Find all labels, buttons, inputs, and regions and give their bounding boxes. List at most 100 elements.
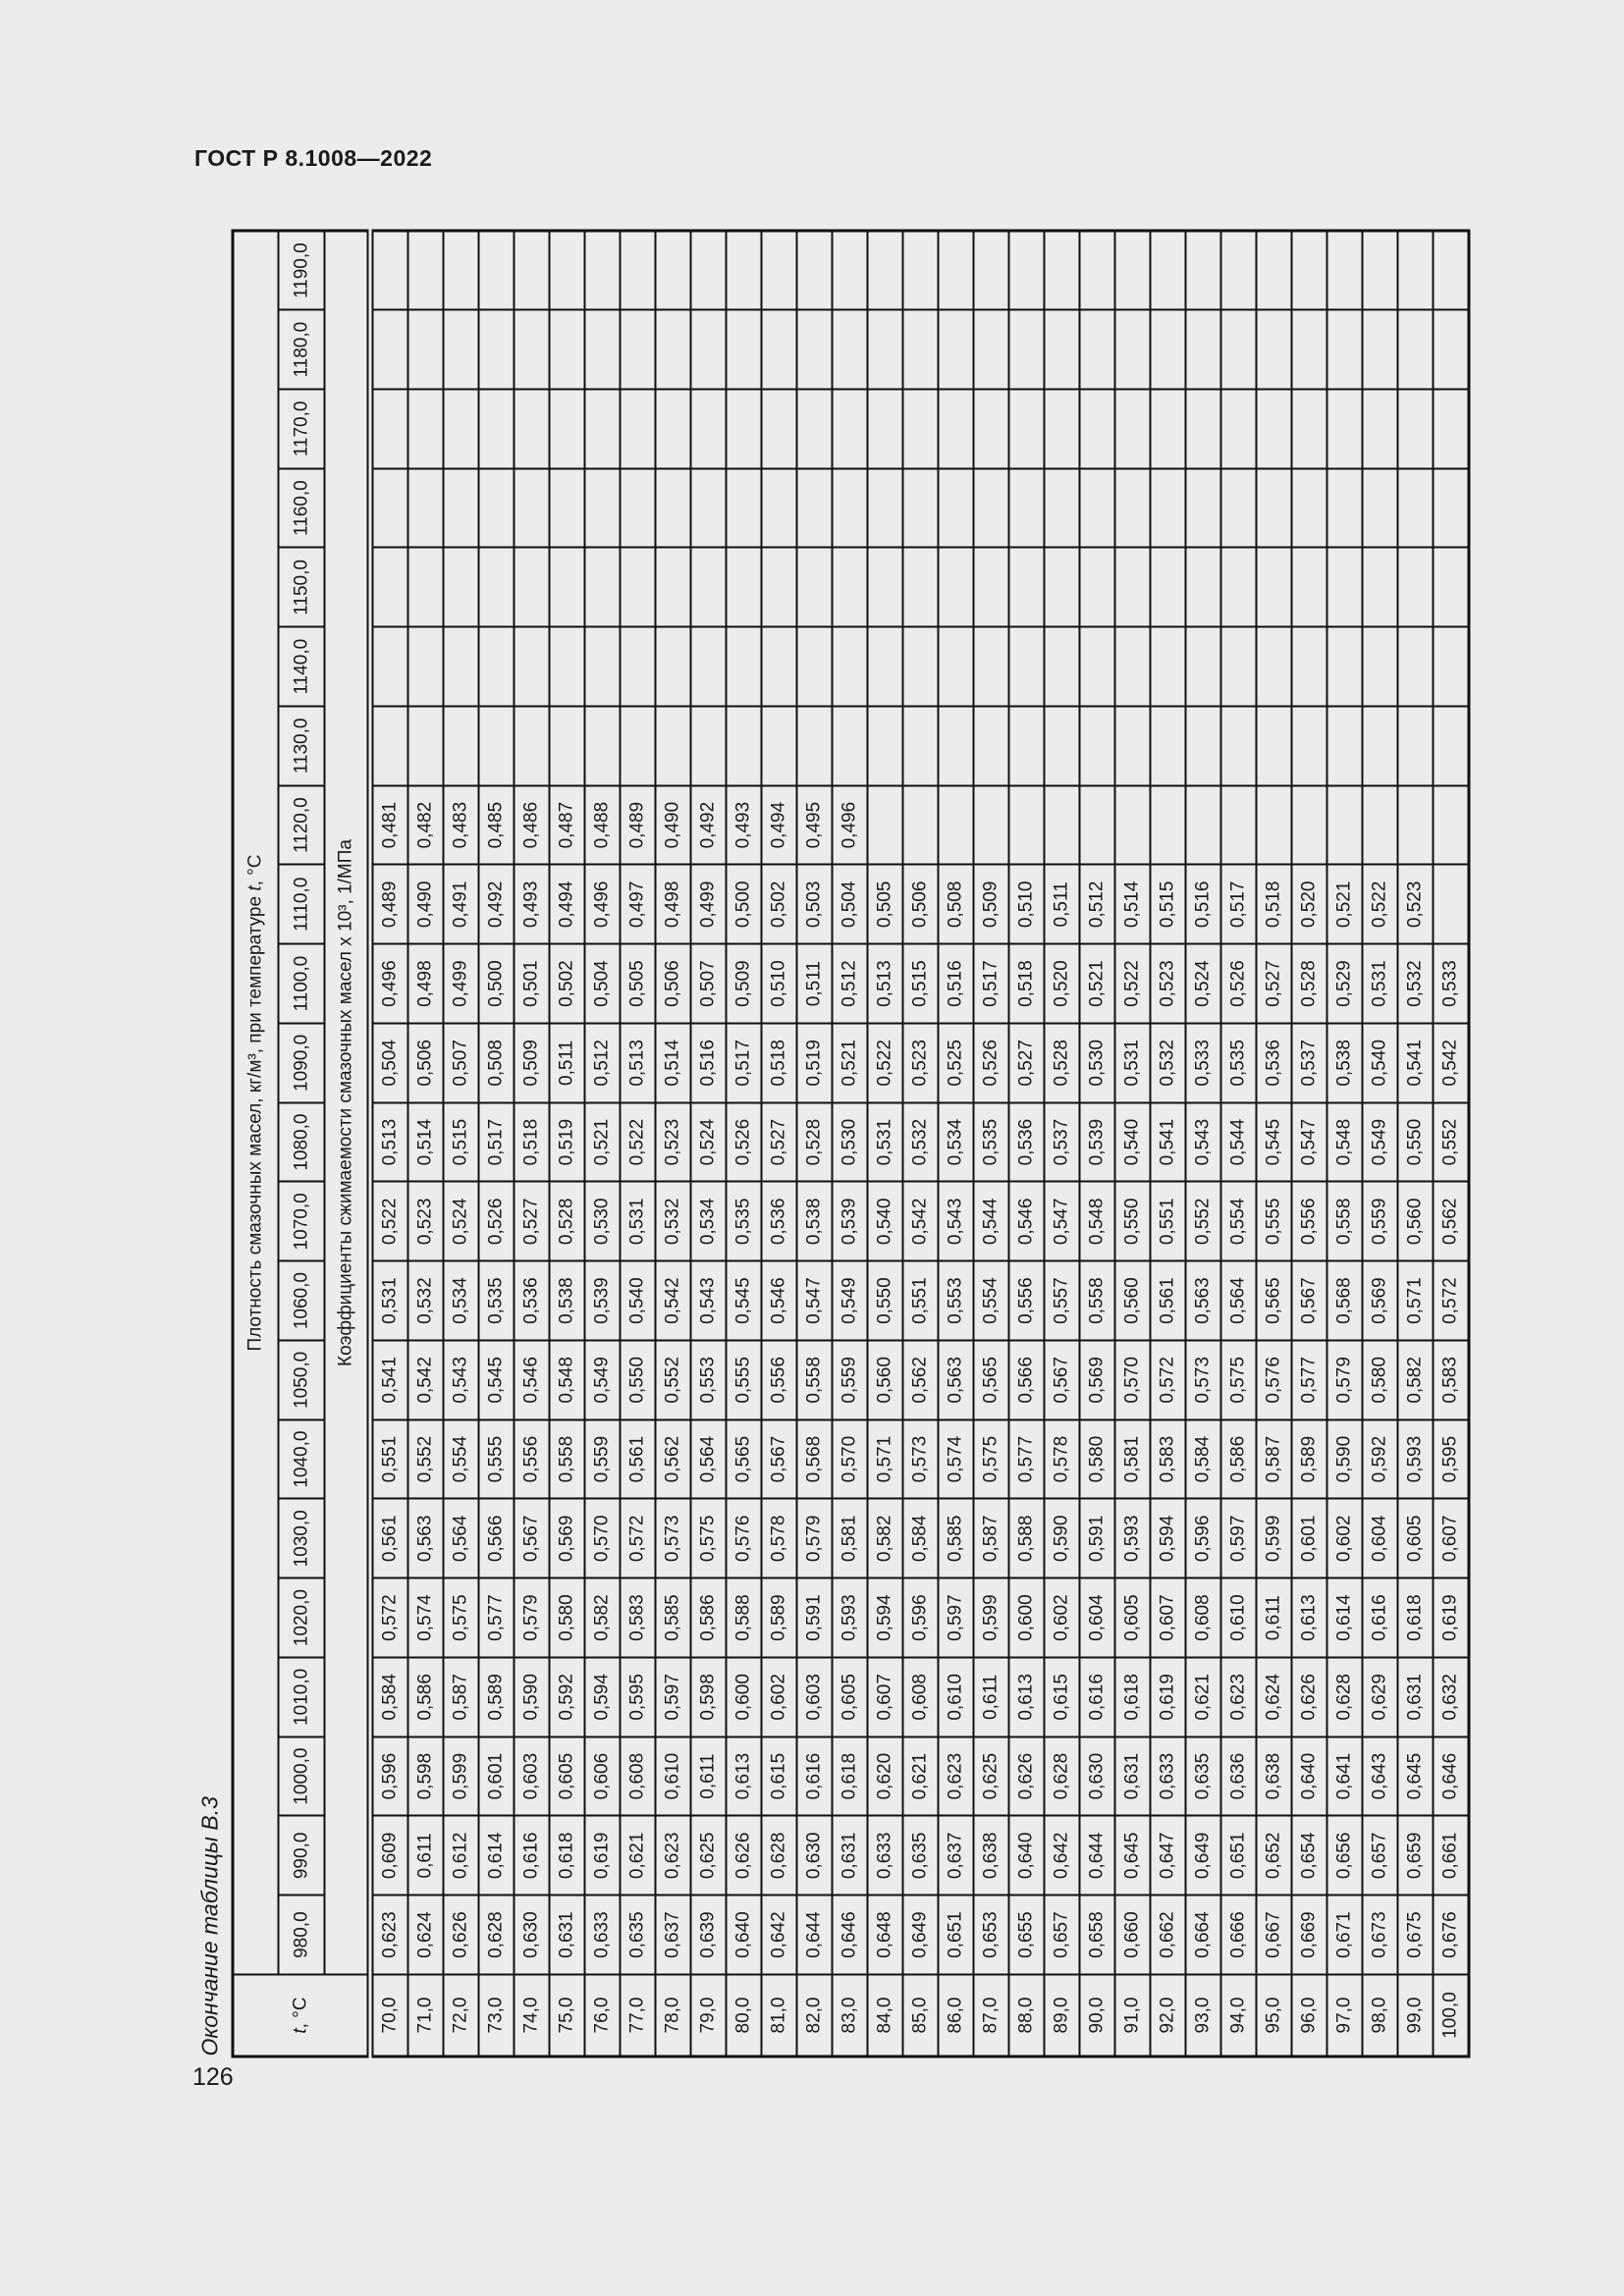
value-cell: 0,513 bbox=[370, 1102, 408, 1182]
value-cell: 0,500 bbox=[478, 943, 514, 1024]
value-cell bbox=[1362, 548, 1398, 627]
value-cell: 0,628 bbox=[478, 1895, 514, 1975]
table-row: 81,0 0,642 0,628 0,615 0,602 0,589 0,578 0,567 0… bbox=[761, 231, 797, 2056]
value-cell bbox=[938, 309, 974, 390]
value-cell: 0,633 bbox=[867, 1816, 903, 1896]
value-cell: 0,539 bbox=[1079, 1102, 1115, 1182]
value-cell bbox=[938, 468, 974, 548]
value-cell: 0,546 bbox=[1008, 1182, 1045, 1261]
value-cell: 0,530 bbox=[1079, 1023, 1115, 1103]
value-cell bbox=[549, 706, 585, 786]
value-cell: 0,517 bbox=[1220, 865, 1257, 944]
value-cell: 0,583 bbox=[1433, 1340, 1469, 1420]
value-cell bbox=[655, 389, 691, 469]
value-cell: 0,530 bbox=[584, 1182, 621, 1261]
value-cell: 0,602 bbox=[1326, 1499, 1363, 1578]
value-cell: 0,614 bbox=[478, 1816, 514, 1896]
table-header-row-title: t, °C Плотность смазочных масел, кг/м³, … bbox=[233, 231, 370, 2056]
value-cell: 0,607 bbox=[1150, 1577, 1186, 1658]
value-cell: 0,527 bbox=[1256, 943, 1292, 1024]
value-cell: 0,545 bbox=[726, 1260, 762, 1341]
value-cell: 0,523 bbox=[1150, 943, 1186, 1024]
value-cell: 0,600 bbox=[1008, 1577, 1045, 1658]
value-cell bbox=[407, 548, 444, 627]
temp-label-cell: 90,0 bbox=[1079, 1974, 1115, 2056]
value-cell bbox=[1185, 468, 1221, 548]
density-header-row: 980,0 990,0 1000,0 1010,0 1020,0 1030,0 1040,0… bbox=[278, 231, 325, 2056]
value-cell bbox=[1114, 389, 1151, 469]
density-table: t, °C Плотность смазочных масел, кг/м³, … bbox=[231, 229, 1471, 2058]
value-cell bbox=[690, 389, 727, 469]
value-cell: 0,531 bbox=[620, 1182, 656, 1261]
value-cell: 0,494 bbox=[549, 865, 585, 944]
value-cell: 0,643 bbox=[1362, 1736, 1398, 1816]
value-cell: 0,545 bbox=[1256, 1102, 1292, 1182]
value-cell bbox=[443, 548, 479, 627]
value-cell: 0,596 bbox=[902, 1577, 939, 1658]
value-cell: 0,593 bbox=[1397, 1419, 1434, 1499]
value-cell bbox=[1326, 785, 1363, 865]
value-cell: 0,565 bbox=[973, 1340, 1009, 1420]
table-row: 86,0 0,651 0,637 0,623 0,610 0,597 0,585 0,574 0… bbox=[938, 231, 974, 2056]
value-cell bbox=[443, 309, 479, 390]
value-cell: 0,649 bbox=[1185, 1816, 1221, 1896]
value-cell bbox=[796, 468, 833, 548]
density-header-cell: 1120,0 bbox=[278, 785, 325, 865]
value-cell: 0,538 bbox=[1326, 1023, 1363, 1103]
value-cell: 0,523 bbox=[902, 1023, 939, 1103]
value-cell: 0,500 bbox=[726, 865, 762, 944]
table-row: 76,0 0,633 0,619 0,606 0,594 0,582 0,570 0,559 0… bbox=[584, 231, 621, 2056]
value-cell: 0,661 bbox=[1433, 1816, 1469, 1896]
value-cell bbox=[938, 785, 974, 865]
value-cell: 0,611 bbox=[690, 1736, 727, 1816]
value-cell: 0,489 bbox=[370, 865, 408, 944]
table-row: 83,0 0,646 0,631 0,618 0,605 0,593 0,581 0,570 0… bbox=[832, 231, 868, 2056]
value-cell: 0,486 bbox=[514, 785, 550, 865]
value-cell bbox=[1256, 626, 1292, 707]
value-cell: 0,589 bbox=[761, 1577, 797, 1658]
value-cell bbox=[1079, 626, 1115, 707]
value-cell bbox=[549, 548, 585, 627]
temp-label-cell: 84,0 bbox=[867, 1974, 903, 2056]
value-cell: 0,559 bbox=[1362, 1182, 1398, 1261]
value-cell bbox=[973, 468, 1009, 548]
temp-label-cell: 100,0 bbox=[1433, 1974, 1469, 2056]
value-cell: 0,518 bbox=[1256, 865, 1292, 944]
value-cell bbox=[655, 706, 691, 786]
value-cell bbox=[1008, 231, 1045, 310]
value-cell: 0,515 bbox=[443, 1102, 479, 1182]
value-cell: 0,676 bbox=[1433, 1895, 1469, 1975]
value-cell: 0,649 bbox=[902, 1895, 939, 1975]
value-cell: 0,630 bbox=[796, 1816, 833, 1896]
value-cell bbox=[973, 548, 1009, 627]
value-cell: 0,616 bbox=[514, 1816, 550, 1896]
value-cell: 0,536 bbox=[1256, 1023, 1292, 1103]
value-cell: 0,557 bbox=[1044, 1260, 1080, 1341]
value-cell bbox=[867, 468, 903, 548]
value-cell bbox=[370, 231, 408, 310]
value-cell: 0,511 bbox=[1044, 865, 1080, 944]
value-cell bbox=[796, 706, 833, 786]
value-cell: 0,492 bbox=[690, 785, 727, 865]
density-header-cell: 1090,0 bbox=[278, 1023, 325, 1103]
value-cell: 0,544 bbox=[973, 1182, 1009, 1261]
value-cell bbox=[938, 548, 974, 627]
value-cell: 0,619 bbox=[584, 1816, 621, 1896]
value-cell: 0,621 bbox=[1185, 1657, 1221, 1737]
value-cell: 0,633 bbox=[1150, 1736, 1186, 1816]
value-cell bbox=[690, 626, 727, 707]
value-cell bbox=[1150, 785, 1186, 865]
value-cell: 0,597 bbox=[1220, 1499, 1257, 1578]
value-cell bbox=[726, 389, 762, 469]
value-cell: 0,539 bbox=[584, 1260, 621, 1341]
table-row: 92,0 0,662 0,647 0,633 0,619 0,607 0,594 0,583 0… bbox=[1150, 231, 1186, 2056]
value-cell: 0,598 bbox=[690, 1657, 727, 1737]
value-cell: 0,526 bbox=[1220, 943, 1257, 1024]
value-cell: 0,624 bbox=[407, 1895, 444, 1975]
value-cell: 0,629 bbox=[1362, 1657, 1398, 1737]
value-cell: 0,616 bbox=[796, 1736, 833, 1816]
value-cell bbox=[478, 706, 514, 786]
value-cell bbox=[1256, 309, 1292, 390]
value-cell: 0,546 bbox=[761, 1260, 797, 1341]
